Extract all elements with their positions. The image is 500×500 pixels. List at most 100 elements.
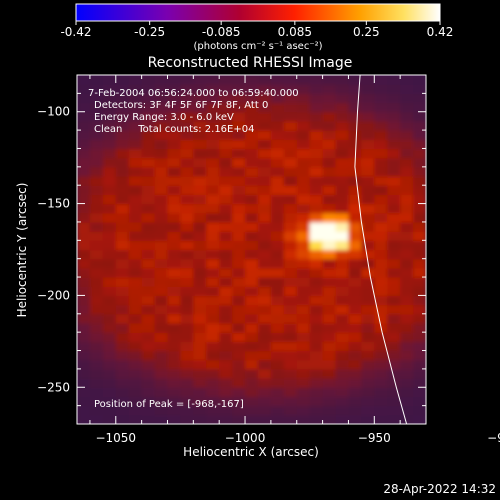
image-pixel [335, 387, 350, 398]
image-pixel [232, 93, 246, 104]
image-pixel [296, 286, 311, 297]
image-pixel [283, 75, 298, 85]
image-pixel [348, 378, 362, 388]
image-pixel [400, 295, 414, 306]
image-pixel [167, 258, 182, 269]
image-pixel [296, 221, 311, 232]
image-pixel [77, 102, 91, 113]
image-pixel [77, 231, 91, 241]
image-pixel [115, 231, 130, 241]
image-pixel [128, 84, 143, 94]
image-pixel [219, 130, 233, 140]
image-pixel [167, 148, 182, 159]
image-pixel [77, 111, 91, 122]
image-pixel [128, 203, 143, 214]
image-pixel [413, 93, 426, 104]
image-pixel [361, 93, 375, 104]
x-tick-label: −900 [487, 431, 500, 445]
image-pixel [219, 286, 233, 297]
image-pixel [219, 359, 233, 370]
image-pixel [309, 396, 324, 407]
image-pixel [283, 368, 298, 379]
y-tick-label: −150 [37, 197, 70, 211]
image-pixel [374, 139, 388, 150]
image-pixel [154, 84, 169, 94]
image-pixel [257, 176, 272, 186]
image-pixel [270, 313, 285, 324]
image-pixel [348, 231, 362, 241]
image-pixel [374, 341, 388, 352]
image-pixel [180, 322, 194, 333]
image-pixel [102, 405, 117, 416]
image-pixel [348, 249, 362, 260]
image-pixel [115, 378, 130, 388]
annotation-total-counts: Clean Total counts: 2.16E+04 [94, 124, 254, 135]
image-pixel [77, 359, 91, 370]
image-pixel [141, 286, 156, 297]
image-pixel [128, 166, 143, 177]
image-pixel [206, 194, 220, 205]
image-pixel [335, 414, 350, 424]
image-pixel [141, 313, 156, 324]
image-pixel [374, 332, 388, 342]
image-pixel [141, 148, 156, 159]
image-pixel [154, 212, 169, 223]
image-pixel [232, 387, 246, 398]
image-pixel [309, 378, 324, 388]
image-pixel [128, 111, 143, 122]
image-pixel [283, 414, 298, 424]
image-pixel [206, 148, 220, 159]
image-pixel [141, 350, 156, 361]
image-pixel [309, 359, 324, 370]
image-pixel [413, 350, 426, 361]
image-pixel [309, 414, 324, 424]
image-pixel [245, 185, 259, 195]
image-pixel [322, 102, 337, 113]
image-pixel [270, 139, 285, 150]
image-pixel [206, 102, 220, 113]
image-pixel [206, 139, 220, 150]
image-pixel [374, 405, 388, 416]
image-pixel [283, 322, 298, 333]
image-pixel [219, 258, 233, 269]
image-pixel [270, 304, 285, 315]
image-pixel [89, 341, 104, 352]
image-pixel [413, 322, 426, 333]
image-pixel [270, 130, 285, 140]
image-pixel [206, 378, 220, 388]
image-pixel [309, 185, 324, 195]
image-pixel [374, 359, 388, 370]
y-tick-label: −200 [37, 288, 70, 302]
image-pixel [89, 332, 104, 342]
image-pixel [206, 313, 220, 324]
image-pixel [89, 378, 104, 388]
image-pixel [335, 332, 350, 342]
image-pixel [193, 185, 207, 195]
image-pixel [89, 240, 104, 251]
image-pixel [154, 111, 169, 122]
image-pixel [296, 120, 311, 131]
image-pixel [374, 286, 388, 297]
image-pixel [348, 387, 362, 398]
image-pixel [374, 249, 388, 260]
image-pixel [348, 240, 362, 251]
image-pixel [387, 84, 401, 94]
image-pixel [219, 148, 233, 159]
image-pixel [206, 231, 220, 241]
image-pixel [309, 139, 324, 150]
image-pixel [413, 286, 426, 297]
image-pixel [193, 258, 207, 269]
image-pixel [270, 368, 285, 379]
image-pixel [102, 396, 117, 407]
image-pixel [361, 387, 375, 398]
image-pixel [77, 194, 91, 205]
image-pixel [361, 221, 375, 232]
image-pixel [257, 139, 272, 150]
image-pixel [322, 166, 337, 177]
image-pixel [283, 387, 298, 398]
image-pixel [141, 139, 156, 150]
chart-title: Reconstructed RHESSI Image [148, 55, 353, 71]
image-pixel [180, 258, 194, 269]
image-pixel [283, 295, 298, 306]
image-pixel [387, 350, 401, 361]
